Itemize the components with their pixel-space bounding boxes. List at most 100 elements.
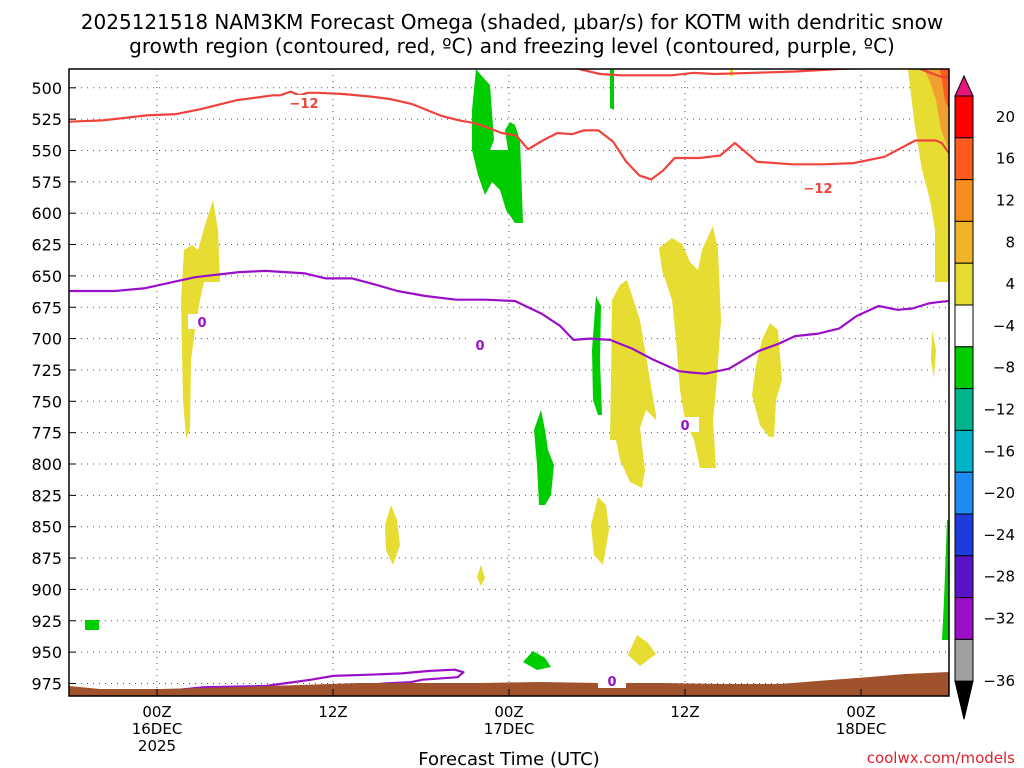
contour-line (69, 90, 517, 137)
colorbar-swatch (954, 346, 974, 390)
y-tick-label: 775 (31, 424, 62, 443)
y-axis-ticks: 500 525 550 575 600 625 650 675 700 725 750 775 800 8… (31, 79, 76, 693)
omega-region-yellow (181, 200, 220, 438)
colorbar-swatch (954, 388, 974, 431)
colorbar-swatch (954, 304, 974, 348)
y-tick-label: 850 (31, 518, 62, 537)
contour-label: −12 (804, 182, 833, 197)
y-tick-label: 825 (31, 486, 62, 505)
colorbar-label: 20 (996, 108, 1015, 126)
colorbar-swatch (954, 95, 974, 139)
colorbar-swatch (954, 597, 974, 640)
x-tick-label: 12Z (318, 703, 347, 721)
colorbar-label: −28 (983, 568, 1015, 586)
chart-title-line-1: 2025121518 NAM3KM Forecast Omega (shaded… (81, 10, 943, 34)
y-tick-label: 800 (31, 455, 62, 474)
y-tick-label: 975 (31, 674, 62, 693)
colorbar-swatch (954, 513, 974, 557)
colorbar-label: −12 (983, 401, 1015, 419)
y-tick-label: 950 (31, 643, 62, 662)
colorbar-arrow-bottom (954, 680, 974, 720)
x-tick-label: 12Z (670, 703, 699, 721)
colorbar-swatch (954, 638, 974, 682)
contour-label: 0 (197, 316, 206, 331)
colorbar-legend: 20 16 12 8 4 −4 −8 −12 −16 −20 −24 −28 −32 −36 (954, 74, 1015, 720)
omega-region-green (592, 296, 602, 415)
x-tick-label: 00Z (846, 703, 875, 721)
colorbar-swatch (954, 179, 974, 222)
omega-region-yellow (931, 330, 936, 378)
x-tick-label: 00Z (142, 703, 171, 721)
colorbar-label: −8 (993, 359, 1015, 377)
contour-line (574, 69, 949, 79)
y-tick-label: 725 (31, 361, 62, 380)
x-tick-label: 2025 (138, 737, 176, 755)
omega-region-green (942, 520, 949, 640)
terrain-ground (69, 672, 949, 696)
colorbar-label: 16 (996, 150, 1015, 168)
contour-label-bg (671, 417, 699, 432)
colorbar-label: −24 (983, 526, 1015, 544)
omega-region-yellow (908, 69, 949, 282)
y-tick-label: 875 (31, 549, 62, 568)
y-tick-label: 700 (31, 330, 62, 349)
chart-title-line-2: growth region (contoured, red, ºC) and f… (129, 34, 895, 58)
y-tick-label: 750 (31, 392, 62, 411)
contour-label-bg (290, 95, 318, 110)
x-axis-label: Forecast Time (UTC) (418, 749, 599, 768)
colorbar-swatch (954, 555, 974, 599)
x-tick-label: 00Z (494, 703, 523, 721)
colorbar-swatch (954, 471, 974, 515)
omega-region-yellow (591, 497, 609, 565)
contour-label: 0 (680, 419, 689, 434)
colorbar-swatch (954, 262, 974, 306)
y-tick-label: 650 (31, 267, 62, 286)
omega-shading (85, 69, 949, 670)
colorbar-label: −32 (983, 610, 1015, 628)
colorbar-label: 12 (996, 192, 1015, 210)
omega-region-green (472, 69, 523, 223)
watermark: coolwx.com/models (867, 749, 1015, 767)
omega-region-orange (924, 69, 949, 150)
colorbar-arrow-top (954, 74, 974, 97)
omega-region-yellow (385, 505, 400, 565)
colorbar-label: −4 (993, 317, 1015, 335)
y-tick-label: 925 (31, 612, 62, 631)
x-tick-label: 17DEC (484, 720, 535, 738)
omega-region-green (85, 620, 99, 630)
colorbar-swatch (954, 429, 974, 473)
colorbar-label: −20 (983, 484, 1015, 502)
contour-labels: −12 −12 0 0 0 0 (188, 95, 832, 690)
contour-label-bg (466, 337, 494, 352)
omega-region-yellow (659, 226, 721, 468)
grid-lines (69, 69, 949, 696)
colorbar-swatch (954, 137, 974, 181)
y-tick-label: 675 (31, 298, 62, 317)
y-tick-label: 600 (31, 204, 62, 223)
omega-region-green (534, 410, 554, 505)
y-tick-label: 900 (31, 580, 62, 599)
contour-label-bg (804, 180, 832, 195)
x-tick-label: 16DEC (132, 720, 183, 738)
omega-region-red (940, 69, 949, 110)
contour-label: 0 (607, 675, 616, 690)
omega-region-green (523, 651, 551, 670)
x-tick-label: 18DEC (836, 720, 887, 738)
colorbar-label: 4 (1005, 275, 1015, 293)
contour-label-bg (188, 314, 216, 329)
plot-area: −12 −12 0 0 0 0 (68, 68, 950, 697)
omega-region-yellow (477, 565, 485, 586)
y-tick-label: 550 (31, 142, 62, 161)
colorbar-label: −16 (983, 442, 1015, 460)
colorbar-swatch (954, 220, 974, 264)
contour-line (69, 269, 949, 375)
contour-label: −12 (290, 97, 319, 112)
omega-region-yellow (610, 280, 656, 488)
contour-label-bg (598, 673, 626, 688)
contour-label: 0 (475, 339, 484, 354)
omega-region-yellow (628, 635, 656, 666)
colorbar-label: −36 (983, 672, 1015, 690)
y-tick-label: 525 (31, 110, 62, 129)
